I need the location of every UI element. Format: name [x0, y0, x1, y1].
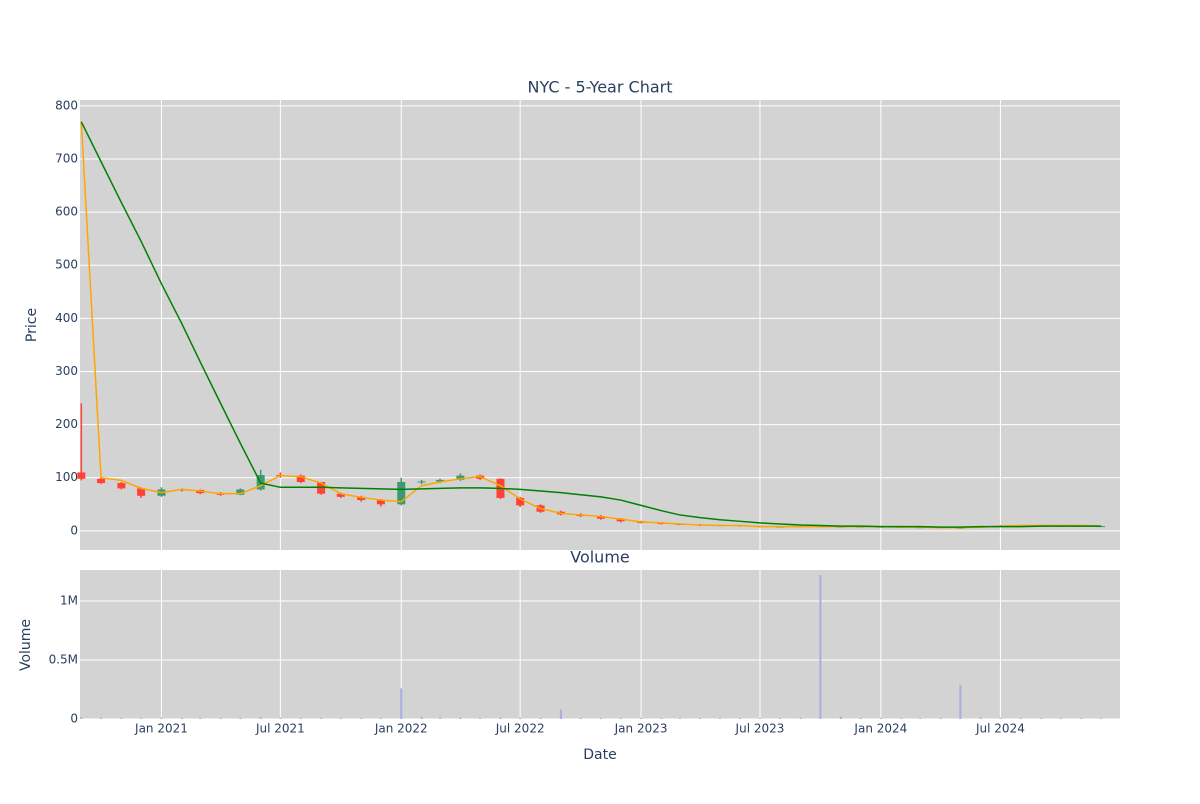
volume-plot-area [80, 570, 1120, 719]
x-tick-label: Jul 2021 [255, 722, 305, 736]
volume-bar [919, 718, 922, 719]
volume-bar [499, 717, 502, 719]
price-plot-area [80, 100, 1120, 550]
volume-bar [1059, 718, 1062, 719]
volume-bar [420, 717, 423, 719]
y-tick-label: 600 [55, 205, 78, 219]
volume-bar [400, 688, 403, 719]
candle-body [417, 481, 426, 483]
volume-title: Volume [570, 548, 630, 567]
candle-body [516, 497, 525, 506]
volume-bar [120, 717, 123, 719]
volume-bar [259, 717, 262, 719]
volume-bar [779, 717, 782, 719]
volume-bar [539, 717, 542, 719]
volume-bar [660, 718, 663, 719]
volume-bar [619, 718, 622, 719]
volume-bar [718, 718, 721, 719]
volume-bar [999, 717, 1002, 719]
volume-bar [900, 718, 903, 719]
candle-body [296, 475, 305, 482]
moving-average-line [80, 121, 1101, 528]
x-tick-label: Jul 2024 [975, 722, 1025, 736]
volume-bar [879, 717, 882, 719]
candle-body [456, 475, 465, 480]
volume-bar [279, 717, 282, 719]
y-tick-label: 400 [55, 311, 78, 325]
volume-bar [80, 717, 83, 719]
x-axis-title: Date [583, 747, 616, 763]
volume-bar [859, 717, 862, 719]
volume-tick-label: 0 [70, 712, 78, 726]
candle-body [357, 496, 366, 501]
candle-body [97, 478, 106, 484]
y-tick-label: 500 [55, 258, 78, 272]
volume-bar [959, 684, 962, 719]
volume-bar [839, 716, 842, 719]
volume-bar [239, 717, 242, 719]
candle-body [596, 515, 605, 519]
y-tick-label: 300 [55, 364, 78, 378]
volume-bar [199, 717, 202, 719]
volume-bar [758, 718, 761, 719]
volume-bar [299, 717, 302, 719]
volume-bar [479, 717, 482, 719]
volume-bar [160, 717, 163, 719]
volume-bar [1040, 718, 1043, 719]
volume-bar [459, 717, 462, 719]
volume-bar [799, 717, 802, 719]
volume-bar [699, 718, 702, 719]
y-tick-label: 800 [55, 98, 78, 112]
x-tick-label: Jul 2023 [735, 722, 785, 736]
volume-bar [559, 709, 562, 719]
volume-bar [320, 717, 323, 719]
volume-bar [979, 717, 982, 719]
x-tick-label: Jan 2021 [134, 722, 188, 736]
volume-bar [599, 718, 602, 719]
volume-bar [140, 717, 143, 719]
volume-bar [360, 718, 363, 719]
volume-bar [939, 718, 942, 719]
y-tick-label: 700 [55, 151, 78, 165]
volume-bar [1099, 718, 1102, 719]
x-tick-label: Jan 2022 [374, 722, 428, 736]
candle-body [616, 518, 625, 522]
volume-axis-title: Volume [18, 619, 34, 671]
volume-bar [819, 575, 822, 719]
x-tick-label: Jul 2022 [495, 722, 545, 736]
x-tick-label: Jan 2023 [614, 722, 668, 736]
volume-bar [100, 717, 103, 719]
candle-body [117, 483, 126, 489]
volume-bar [1019, 717, 1022, 719]
y-axis-title: Price [24, 308, 40, 342]
volume-tick-label: 1M [60, 594, 78, 608]
candle-body [397, 481, 406, 505]
candle-body [336, 493, 345, 497]
volume-bar [678, 718, 681, 719]
y-tick-label: 100 [55, 470, 78, 484]
x-tick-label: Jan 2024 [853, 722, 907, 736]
volume-bar [219, 718, 222, 719]
candle-body [137, 488, 146, 496]
y-tick-label: 0 [70, 523, 78, 537]
volume-bar [379, 717, 382, 719]
volume-bar [640, 717, 643, 719]
candle-body [236, 489, 245, 495]
chart-title: NYC - 5-Year Chart [528, 78, 673, 97]
candle-body [436, 479, 445, 482]
candle-body [77, 472, 86, 479]
volume-bar [519, 717, 522, 719]
volume-bar [339, 718, 342, 719]
volume-bar [1080, 718, 1083, 719]
volume-tick-label: 0.5M [49, 653, 78, 667]
volume-bar [180, 717, 183, 719]
candle-body [376, 500, 385, 505]
volume-bar [739, 718, 742, 719]
y-tick-label: 200 [55, 417, 78, 431]
volume-bar [439, 717, 442, 719]
volume-bar [579, 717, 582, 719]
